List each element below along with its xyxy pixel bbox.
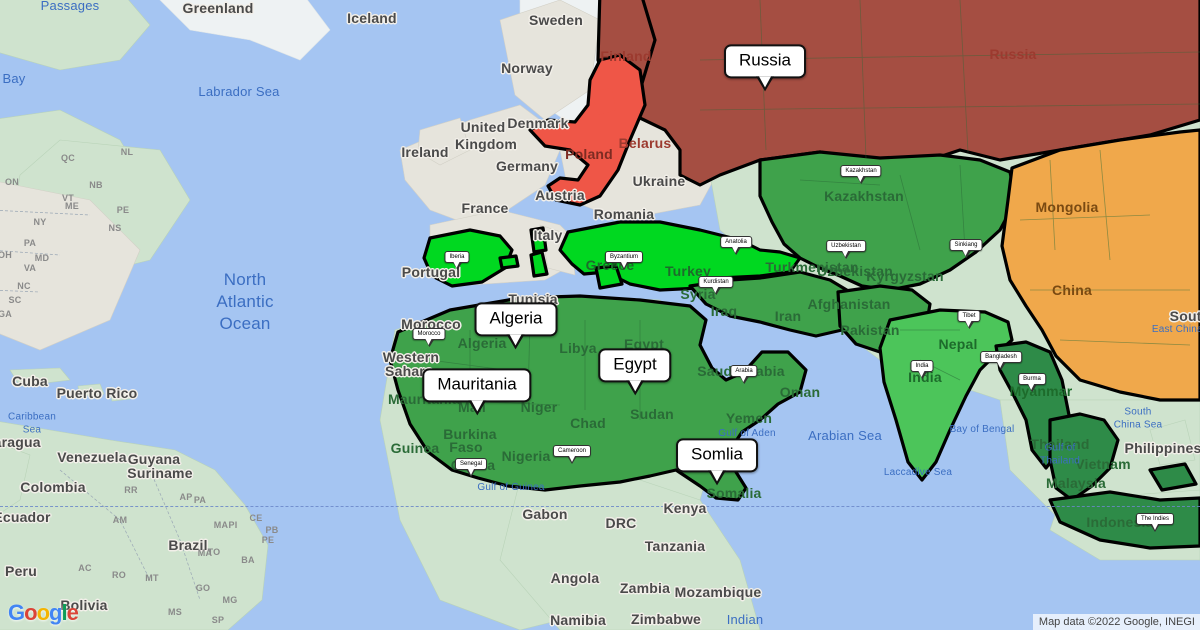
- marker-tail-fill-icon: [712, 287, 719, 293]
- info-marker-somlia[interactable]: Somlia: [676, 438, 758, 485]
- logo-letter-e: e: [66, 600, 79, 625]
- marker-tail-fill-icon: [425, 339, 432, 345]
- small-marker-label: The Indies: [1135, 513, 1175, 532]
- small-marker-anatolia[interactable]: Anatolia: [720, 236, 752, 255]
- small-marker-label: India: [910, 360, 934, 379]
- info-marker-label: Algeria: [474, 302, 558, 349]
- small-marker-label: Tibet: [957, 310, 981, 329]
- marker-tail-fill-icon: [453, 262, 460, 268]
- small-marker-burma[interactable]: Burma: [1018, 373, 1046, 392]
- small-marker-label: Burma: [1018, 373, 1046, 392]
- small-marker-india[interactable]: India: [910, 360, 934, 379]
- small-marker-label: Senegal: [454, 458, 488, 477]
- small-marker-label: Kurdistan: [698, 276, 734, 295]
- small-marker-senegal[interactable]: Senegal: [454, 458, 488, 477]
- marker-tail-fill-icon: [918, 371, 925, 377]
- small-marker-cameroon[interactable]: Cameroon: [552, 445, 592, 464]
- marker-tail-fill-icon: [962, 250, 969, 256]
- marker-tail-fill-icon: [509, 334, 522, 345]
- info-marker-label: Somlia: [676, 438, 758, 485]
- marker-tail-fill-icon: [471, 400, 483, 411]
- marker-tail-fill-icon: [857, 176, 864, 182]
- small-marker-label: Byzantium: [604, 251, 644, 270]
- marker-tail-fill-icon: [1028, 384, 1035, 390]
- info-marker-label: Russia: [724, 44, 806, 91]
- marker-tail-fill-icon: [965, 321, 972, 327]
- small-marker-sinkiang[interactable]: Sinkiang: [949, 239, 983, 258]
- marker-tail-fill-icon: [842, 251, 849, 257]
- info-marker-algeria[interactable]: Algeria: [474, 302, 558, 349]
- small-marker-arabia[interactable]: Arabia: [730, 365, 758, 384]
- marker-tail-fill-icon: [711, 470, 723, 481]
- marker-tail-fill-icon: [628, 380, 641, 391]
- info-marker-mauritania[interactable]: Mauritania: [422, 368, 532, 415]
- small-marker-morocco[interactable]: Morocco: [412, 328, 446, 347]
- small-marker-label: Iberia: [444, 251, 470, 270]
- small-marker-label: Bangladesh: [980, 351, 1022, 370]
- small-marker-kazakhstan[interactable]: Kazakhstan: [840, 165, 882, 184]
- marker-tail-fill-icon: [740, 376, 747, 382]
- google-logo[interactable]: Google: [8, 600, 79, 626]
- marker-tail-fill-icon: [467, 469, 474, 475]
- marker-tail-fill-icon: [568, 456, 575, 462]
- info-marker-label: Egypt: [598, 348, 672, 395]
- small-marker-byzantium[interactable]: Byzantium: [604, 251, 644, 270]
- logo-letter-l: l: [61, 600, 67, 625]
- logo-letter-g-1: G: [8, 600, 25, 625]
- small-marker-label: Kazakhstan: [840, 165, 882, 184]
- logo-letter-o-1: o: [24, 600, 37, 625]
- small-marker-tibet[interactable]: Tibet: [957, 310, 981, 329]
- small-marker-label: Sinkiang: [949, 239, 983, 258]
- logo-letter-o-2: o: [36, 600, 50, 625]
- small-marker-label: Anatolia: [720, 236, 752, 255]
- info-marker-label: Mauritania: [422, 368, 532, 415]
- small-marker-the-indies[interactable]: The Indies: [1135, 513, 1175, 532]
- small-marker-iberia[interactable]: Iberia: [444, 251, 470, 270]
- marker-tail-fill-icon: [759, 76, 771, 87]
- small-marker-uzbekistan[interactable]: Uzbekistan: [826, 240, 866, 259]
- small-marker-kurdistan[interactable]: Kurdistan: [698, 276, 734, 295]
- small-marker-label: Uzbekistan: [826, 240, 866, 259]
- marker-tail-fill-icon: [1151, 524, 1158, 530]
- small-marker-label: Morocco: [412, 328, 446, 347]
- info-marker-russia[interactable]: Russia: [724, 44, 806, 91]
- marker-tail-fill-icon: [620, 262, 627, 268]
- marker-tail-fill-icon: [732, 247, 739, 253]
- equator-line: [0, 506, 1200, 507]
- small-marker-label: Arabia: [730, 365, 758, 384]
- small-marker-bangladesh[interactable]: Bangladesh: [980, 351, 1022, 370]
- small-marker-label: Cameroon: [552, 445, 592, 464]
- marker-tail-fill-icon: [997, 362, 1004, 368]
- map-attribution: Map data ©2022 Google, INEGI: [1032, 614, 1200, 630]
- logo-letter-g-2: g: [49, 600, 62, 625]
- info-marker-egypt[interactable]: Egypt: [598, 348, 672, 395]
